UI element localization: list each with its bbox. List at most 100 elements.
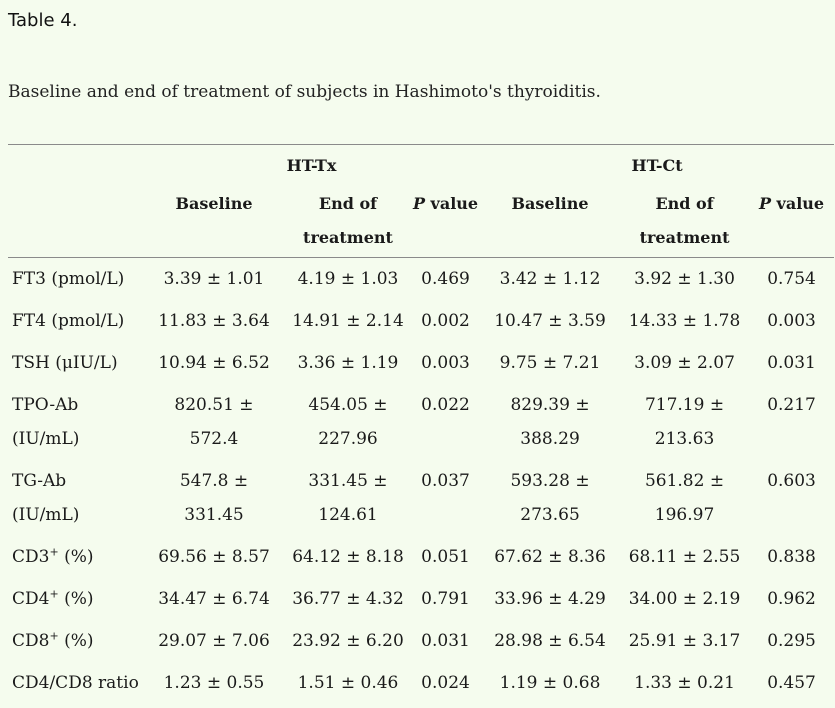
cell-value: 1.19 ± 0.68 — [499, 673, 601, 693]
cell-ct-end: 561.82 ± 196.97 — [620, 460, 749, 536]
cell-ct-end: 34.00 ± 2.19 — [620, 578, 749, 620]
cell-value: 0.031 — [421, 631, 470, 651]
cell-tx-baseline: 1.23 ± 0.55 — [143, 662, 285, 700]
subheader-row: Baseline End of treatment P value Baselin… — [8, 187, 835, 258]
cell-value: 69.56 ± 8.57 — [158, 547, 270, 567]
subheader-tx-p: P value — [411, 187, 481, 258]
row-label-superscript: + — [49, 545, 59, 559]
table-row: FT3 (pmol/L) 3.39 ± 1.01 4.19 ± 1.03 0.469 3… — [8, 258, 834, 301]
subheader-ct-p-italic: P — [758, 194, 771, 213]
subheader-ct-p: P value — [749, 187, 835, 258]
cell-value: 454.05 ± — [308, 395, 388, 415]
cell-value: 0.031 — [767, 353, 816, 373]
cell-tx-end: 64.12 ± 8.18 — [285, 536, 411, 578]
cell-value-continued: 273.65 — [520, 505, 580, 525]
cell-tx-baseline: 10.94 ± 6.52 — [143, 342, 285, 384]
row-label-unit: (%) — [58, 547, 94, 567]
cell-value: 36.77 ± 4.32 — [292, 589, 404, 609]
cell-value: 34.47 ± 6.74 — [158, 589, 270, 609]
subheader-tx-p-rest: value — [424, 194, 479, 213]
cell-ct-baseline: 10.47 ± 3.59 — [480, 300, 620, 342]
row-label: FT3 (pmol/L) — [8, 258, 143, 301]
cell-value: 1.23 ± 0.55 — [163, 673, 265, 693]
cell-value: 28.98 ± 6.54 — [494, 631, 606, 651]
cell-ct-baseline: 3.42 ± 1.12 — [480, 258, 620, 301]
row-label-unit: (IU/mL) — [12, 429, 80, 449]
cell-tx-p-value: 0.003 — [411, 342, 480, 384]
cell-value: 820.51 ± — [174, 395, 254, 415]
row-label: CD4/CD8 ratio — [8, 662, 143, 700]
group-header-ht-tx: HT-Tx — [143, 144, 481, 187]
cell-value: 3.36 ± 1.19 — [297, 353, 399, 373]
row-label: TG-Ab (IU/mL) — [8, 460, 143, 536]
subheader-ct-baseline-text: Baseline — [511, 194, 589, 213]
cell-value: 829.39 ± — [510, 395, 590, 415]
cell-ct-end: 1.33 ± 0.21 — [620, 662, 749, 700]
table-row: TPO-Ab (IU/mL) 820.51 ± 572.4 454.05 ± 227.96… — [8, 384, 834, 460]
row-label-text: CD8 — [12, 631, 50, 651]
corner-cell — [8, 144, 143, 187]
cell-ct-baseline: 28.98 ± 6.54 — [480, 620, 620, 662]
row-label-text: TG-Ab — [12, 471, 67, 491]
cell-ct-p-value: 0.603 — [749, 460, 834, 536]
cell-tx-end: 3.36 ± 1.19 — [285, 342, 411, 384]
cell-value: 34.00 ± 2.19 — [628, 589, 741, 609]
cell-value: 717.19 ± — [644, 395, 725, 415]
group-header-ht-ct: HT-Ct — [480, 144, 835, 187]
cell-tx-end: 4.19 ± 1.03 — [285, 258, 411, 301]
cell-ct-end: 14.33 ± 1.78 — [620, 300, 749, 342]
subheader-tx-p-italic: P — [412, 194, 425, 213]
subheader-ct-end: End of treatment — [620, 187, 750, 258]
cell-value: 1.51 ± 0.46 — [297, 673, 399, 693]
cell-tx-p-value: 0.022 — [411, 384, 480, 460]
cell-value: 0.037 — [421, 471, 470, 491]
subheader-tx-end-line2: treatment — [303, 228, 393, 247]
table-caption: Baseline and end of treatment of subject… — [8, 82, 601, 102]
cell-tx-baseline: 69.56 ± 8.57 — [143, 536, 285, 578]
subheader-ct-end-line2: treatment — [639, 228, 730, 247]
cell-value: 11.83 ± 3.64 — [158, 311, 270, 331]
cell-ct-p-value: 0.003 — [749, 300, 834, 342]
cell-value: 64.12 ± 8.18 — [292, 547, 404, 567]
cell-value: 0.603 — [767, 471, 816, 491]
cell-value: 33.96 ± 4.29 — [494, 589, 606, 609]
cell-value: 23.92 ± 6.20 — [292, 631, 404, 651]
cell-value: 0.838 — [767, 547, 816, 567]
cell-tx-p-value: 0.037 — [411, 460, 480, 536]
cell-tx-p-value: 0.051 — [411, 536, 480, 578]
results-table: HT-Tx HT-Ct Baseline End of treatment P v… — [8, 144, 835, 700]
cell-ct-p-value: 0.295 — [749, 620, 834, 662]
row-label-unit: (%) — [58, 631, 94, 651]
cell-value: 0.457 — [767, 673, 816, 693]
cell-ct-p-value: 0.457 — [749, 662, 834, 700]
table-row: CD4/CD8 ratio 1.23 ± 0.55 1.51 ± 0.46 0.024… — [8, 662, 834, 700]
cell-tx-p-value: 0.002 — [411, 300, 480, 342]
cell-value: 593.28 ± — [510, 471, 590, 491]
cell-value-continued: 572.4 — [189, 429, 239, 449]
cell-value: 3.09 ± 2.07 — [634, 353, 735, 373]
cell-tx-baseline: 29.07 ± 7.06 — [143, 620, 285, 662]
cell-value: 68.11 ± 2.55 — [628, 547, 741, 567]
cell-tx-baseline: 547.8 ± 331.45 — [143, 460, 285, 536]
cell-value: 561.82 ± — [644, 471, 725, 491]
row-label-text: FT3 (pmol/L) — [12, 269, 125, 289]
row-label-text: CD3 — [12, 547, 50, 567]
row-label-unit: (%) — [58, 589, 94, 609]
cell-value-continued: 124.61 — [318, 505, 378, 525]
table-row: CD4+ (%) 34.47 ± 6.74 36.77 ± 4.32 0.791 33.… — [8, 578, 834, 620]
cell-value: 25.91 ± 3.17 — [628, 631, 741, 651]
cell-value: 9.75 ± 7.21 — [499, 353, 601, 373]
cell-ct-end: 3.92 ± 1.30 — [620, 258, 749, 301]
row-label: TSH (μIU/L) — [8, 342, 143, 384]
cell-tx-baseline: 34.47 ± 6.74 — [143, 578, 285, 620]
cell-ct-baseline: 33.96 ± 4.29 — [480, 578, 620, 620]
subheader-ct-end-line1: End of — [655, 194, 714, 213]
cell-tx-end: 454.05 ± 227.96 — [285, 384, 411, 460]
cell-value: 14.33 ± 1.78 — [628, 311, 741, 331]
cell-value: 0.003 — [421, 353, 470, 373]
table-label: Table 4. — [8, 10, 78, 31]
cell-value-continued: 388.29 — [520, 429, 580, 449]
cell-tx-baseline: 11.83 ± 3.64 — [143, 300, 285, 342]
table-row: CD3+ (%) 69.56 ± 8.57 64.12 ± 8.18 0.051 67.… — [8, 536, 834, 578]
subheader-tx-baseline: Baseline — [143, 187, 285, 258]
